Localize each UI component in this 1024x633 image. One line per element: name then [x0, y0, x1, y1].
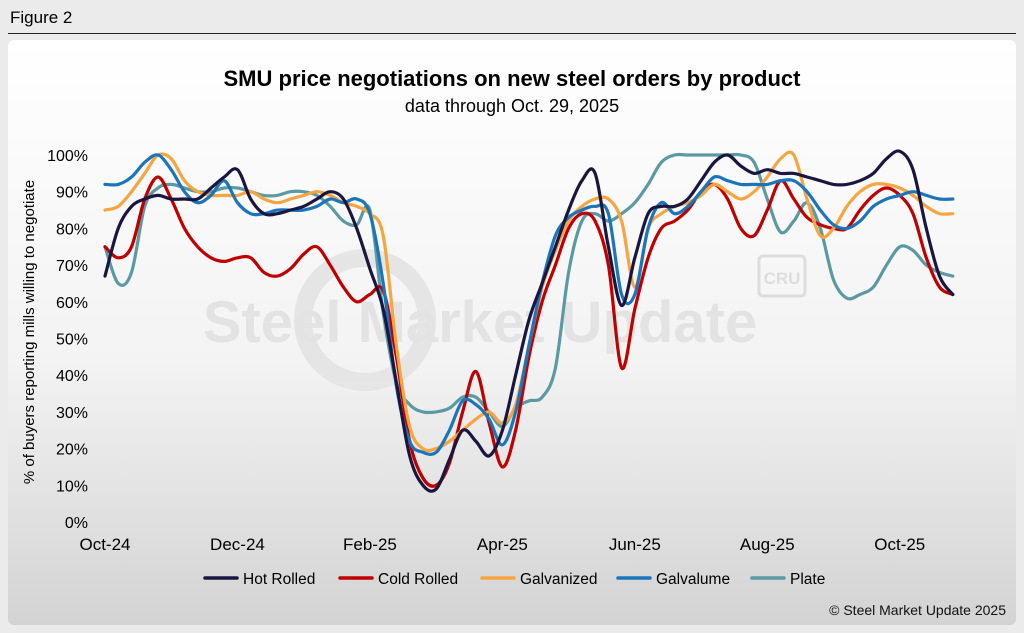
y-tick-label: 20%: [56, 442, 88, 459]
legend-label-hot-rolled: Hot Rolled: [243, 571, 315, 588]
legend-label-galvalume: Galvalume: [656, 571, 730, 588]
x-tick-labels: Oct-24 Dec-24 Feb-25 Apr-25 Jun-25 Aug-25 Oct-…: [79, 535, 925, 554]
x-tick-label: Oct-24: [79, 535, 130, 554]
x-tick-label: Dec-24: [210, 535, 265, 554]
legend-label-galvanized: Galvanized: [520, 571, 598, 588]
y-tick-label: 40%: [56, 368, 88, 385]
y-tick-label: 10%: [56, 478, 88, 495]
series-line-cold-rolled: [103, 175, 955, 488]
top-rule: [8, 33, 1016, 34]
y-tick-labels: 0% 10% 20% 30% 40% 50% 60% 70% 80% 90% 100%: [47, 148, 88, 532]
y-tick-label: 100%: [47, 148, 88, 165]
watermark-text: Steel Market Update: [203, 290, 757, 355]
y-tick-label: 50%: [56, 332, 88, 349]
y-tick-label: 70%: [56, 258, 88, 275]
y-tick-label: 90%: [56, 185, 88, 202]
chart-subtitle: data through Oct. 29, 2025: [405, 96, 619, 116]
y-axis-label: % of buyers reporting mills willing to n…: [21, 180, 38, 484]
copyright: © Steel Market Update 2025: [829, 602, 1006, 618]
series-line-hot-rolled: [103, 149, 955, 493]
watermark: Steel Market Update: [203, 249, 757, 391]
series-lines: [103, 149, 955, 493]
cru-logo-text: CRU: [764, 269, 801, 288]
y-tick-label: 60%: [56, 295, 88, 312]
cru-logo: CRU: [757, 254, 807, 298]
x-tick-label: Feb-25: [343, 535, 397, 554]
x-tick-label: Oct-25: [874, 535, 925, 554]
y-tick-label: 30%: [56, 405, 88, 422]
legend-label-plate: Plate: [790, 571, 825, 588]
chart-panel: [8, 40, 1016, 625]
legend-label-cold-rolled: Cold Rolled: [378, 571, 458, 588]
chart-title: SMU price negotiations on new steel orde…: [224, 66, 802, 91]
x-tick-label: Aug-25: [740, 535, 795, 554]
x-tick-label: Jun-25: [609, 535, 661, 554]
series-line-galvalume: [103, 153, 955, 456]
y-tick-label: 0%: [65, 515, 88, 532]
cru-logo-box: [757, 254, 807, 298]
legend: Hot Rolled Cold Rolled Galvanized Galvalume…: [203, 571, 825, 588]
y-tick-label: 80%: [56, 221, 88, 238]
figure-label: Figure 2: [10, 8, 73, 27]
x-tick-label: Apr-25: [477, 535, 528, 554]
